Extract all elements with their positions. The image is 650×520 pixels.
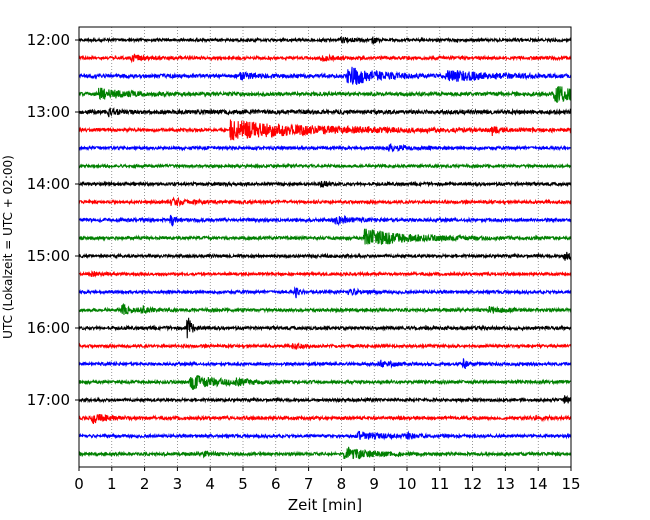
y-axis: 12:00 13:00 14:00 15:00 16:00 17:00 bbox=[27, 31, 79, 409]
x-grid bbox=[111, 27, 539, 467]
trace-line bbox=[78, 317, 572, 339]
trace-line bbox=[78, 358, 572, 370]
x-tick-label: 6 bbox=[271, 475, 281, 493]
y-axis-label: UTC (Lokalzeit = UTC + 02:00) bbox=[1, 155, 15, 339]
trace-line bbox=[78, 162, 572, 170]
x-tick-label: 3 bbox=[173, 475, 183, 493]
trace-line bbox=[78, 413, 572, 425]
x-tick-label: 15 bbox=[561, 475, 580, 493]
trace-line bbox=[78, 143, 572, 153]
x-tick-label: 5 bbox=[238, 475, 248, 493]
y-tick-label: 17:00 bbox=[27, 391, 70, 409]
seismic-traces bbox=[78, 35, 572, 460]
x-tick-label: 9 bbox=[369, 475, 379, 493]
trace-line bbox=[78, 302, 572, 315]
trace-line bbox=[78, 196, 572, 207]
x-axis-label: Zeit [min] bbox=[288, 496, 362, 514]
trace-line bbox=[78, 251, 572, 261]
trace-line bbox=[78, 107, 572, 118]
trace-line bbox=[78, 66, 572, 85]
trace-line bbox=[78, 53, 572, 64]
trace-line bbox=[78, 35, 572, 45]
trace-line bbox=[78, 446, 572, 460]
trace-line bbox=[78, 119, 572, 141]
x-tick-label: 7 bbox=[304, 475, 314, 493]
x-tick-label: 11 bbox=[430, 475, 449, 493]
trace-line bbox=[78, 375, 572, 390]
y-tick-label: 16:00 bbox=[27, 319, 70, 337]
x-tick-label: 0 bbox=[74, 475, 84, 493]
trace-line bbox=[78, 286, 572, 299]
plot-frame bbox=[78, 26, 572, 468]
x-tick-label: 14 bbox=[529, 475, 548, 493]
x-tick-label: 8 bbox=[337, 475, 347, 493]
trace-line bbox=[78, 180, 572, 188]
x-tick-label: 10 bbox=[397, 475, 416, 493]
trace-line bbox=[78, 86, 572, 103]
trace-line bbox=[78, 270, 572, 278]
trace-line bbox=[78, 342, 572, 351]
x-tick-label: 1 bbox=[107, 475, 117, 493]
y-tick-label: 14:00 bbox=[27, 175, 70, 193]
y-tick-label: 12:00 bbox=[27, 31, 70, 49]
trace-line bbox=[78, 394, 572, 404]
trace-line bbox=[78, 430, 572, 441]
trace-line bbox=[78, 228, 572, 246]
x-axis: 0 1 2 3 4 5 6 7 8 9 10 11 12 13 14 15 bbox=[74, 467, 581, 493]
x-tick-label: 12 bbox=[463, 475, 482, 493]
y-tick-label: 13:00 bbox=[27, 103, 70, 121]
x-tick-label: 13 bbox=[496, 475, 515, 493]
x-tick-label: 4 bbox=[205, 475, 215, 493]
x-tick-label: 2 bbox=[140, 475, 150, 493]
trace-line bbox=[78, 214, 572, 227]
y-tick-label: 15:00 bbox=[27, 247, 70, 265]
